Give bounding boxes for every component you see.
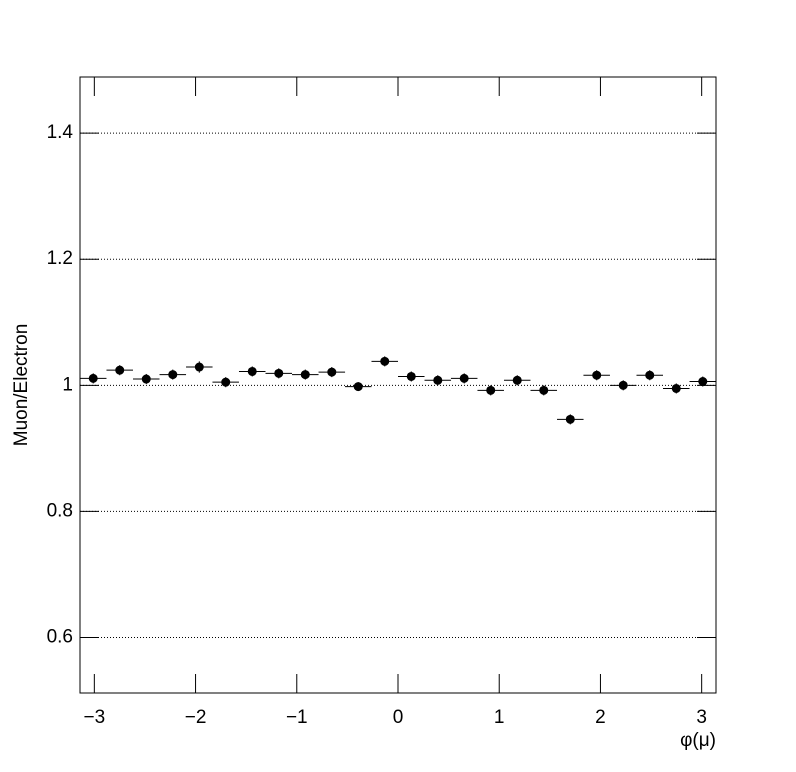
y-tick-label: 1.2 [47, 248, 73, 269]
y-axis-title: Muon/Electron [11, 324, 32, 447]
data-point [194, 362, 204, 372]
data-point [618, 380, 628, 390]
x-tick-label: 1 [494, 707, 505, 728]
data-point [698, 377, 708, 387]
data-point [486, 385, 496, 395]
data-point [512, 375, 522, 385]
data-point [168, 370, 178, 380]
y-tick-label: 0.6 [47, 627, 73, 648]
data-point [141, 374, 151, 384]
data-point [671, 383, 681, 393]
x-tick-label: −2 [185, 707, 207, 728]
data-point [274, 368, 284, 378]
data-point [406, 371, 416, 381]
x-tick-label: 3 [696, 707, 707, 728]
x-tick-label: 2 [595, 707, 606, 728]
data-point [565, 414, 575, 424]
data-point [115, 365, 125, 375]
data-point [459, 373, 469, 383]
data-point [88, 373, 98, 383]
data-point [380, 356, 390, 366]
data-point [353, 382, 363, 392]
x-axis-title: φ(μ) [680, 730, 716, 751]
x-tick-label: 0 [393, 707, 404, 728]
data-point [247, 366, 257, 376]
y-tick-label: 1 [62, 374, 73, 395]
data-point [300, 370, 310, 380]
x-tick-label: −3 [83, 707, 105, 728]
data-point [539, 385, 549, 395]
x-tick-label: −1 [286, 707, 308, 728]
data-point [221, 377, 231, 387]
data-point [645, 370, 655, 380]
y-tick-label: 0.8 [47, 500, 73, 521]
data-point [327, 367, 337, 377]
y-tick-label: 1.4 [47, 122, 74, 143]
data-point [592, 370, 602, 380]
data-point [433, 375, 443, 385]
